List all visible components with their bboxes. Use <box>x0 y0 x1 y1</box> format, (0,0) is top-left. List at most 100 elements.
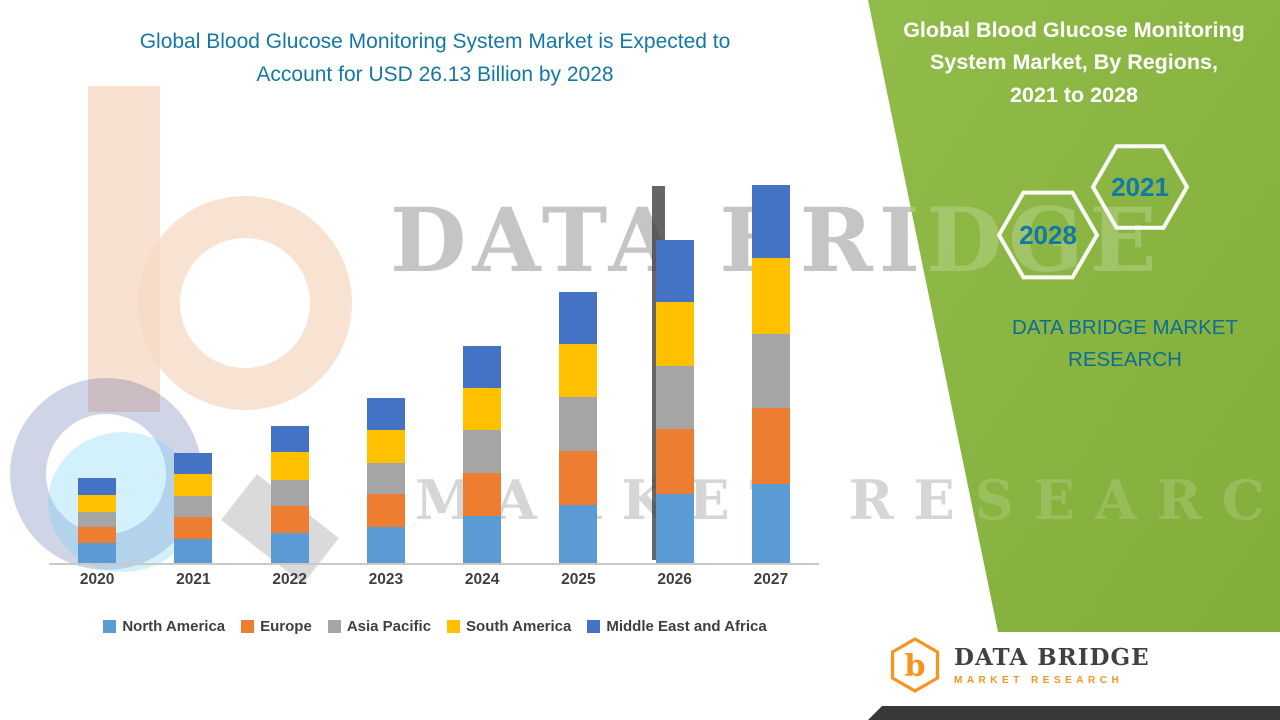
watermark-logo-sky-circle <box>48 432 198 572</box>
legend-swatch <box>103 620 117 633</box>
bar-segment <box>270 505 309 534</box>
legend-item: Middle East and Africa <box>587 618 767 635</box>
bar-segment <box>463 472 502 516</box>
bar-segment <box>751 333 790 409</box>
bar-segment <box>366 429 405 463</box>
bar-stack-2026 <box>655 239 694 563</box>
bar-segment <box>174 474 213 497</box>
bar-segment <box>270 479 309 506</box>
legend-swatch <box>447 620 461 633</box>
data-bridge-logo-icon: b <box>890 637 940 693</box>
bar-segment <box>174 496 213 517</box>
bar-segment <box>559 450 598 505</box>
bar-segment <box>655 429 694 494</box>
x-axis-label: 2024 <box>464 571 500 588</box>
x-axis-label: 2022 <box>272 571 307 588</box>
legend-label: South America <box>466 618 572 635</box>
bar-segment <box>174 516 213 539</box>
bar-stack-2027 <box>751 185 790 563</box>
bar-segment <box>559 397 598 451</box>
x-axis-label: 2027 <box>753 571 789 588</box>
bar-segment <box>270 533 309 563</box>
bar-segment <box>559 291 598 344</box>
legend-label: Europe <box>260 618 312 635</box>
footer-logo-text: DATA BRIDGE MARKET RESEARCH <box>954 644 1150 686</box>
x-axis-label: 2020 <box>79 571 115 588</box>
hexagon-2028-icon <box>996 190 1100 280</box>
bar-column-2021 <box>145 175 241 563</box>
bar-segment <box>463 515 502 563</box>
bar-stack-2023 <box>366 398 405 563</box>
bar-segment <box>174 538 213 563</box>
chart-legend: North America Europe Asia Pacific South Ame… <box>40 618 830 635</box>
right-title-line3: 2021 to 2028 <box>1010 82 1138 107</box>
bar-segment <box>751 185 790 259</box>
bar-segment <box>751 408 790 485</box>
bar-stack-2020 <box>78 478 117 563</box>
logo-letter-b: b <box>905 649 926 684</box>
x-axis-label: 2023 <box>368 571 404 588</box>
right-title-line1: Global Blood Glucose Monitoring <box>903 18 1245 42</box>
bar-column-2020 <box>49 175 145 563</box>
x-axis-labels: 2020 2021 2022 2023 2024 2025 2026 2027 <box>49 571 819 589</box>
hexagon-year-2028: 2028 <box>1019 220 1077 250</box>
legend-label: North America <box>122 618 226 635</box>
bar-segment <box>463 387 502 431</box>
right-panel-title: Global Blood Glucose Monitoring System M… <box>884 14 1264 111</box>
legend-label: Asia Pacific <box>346 618 432 635</box>
bar-segment <box>78 543 117 563</box>
hexagon-2021-icon <box>1090 144 1190 230</box>
bar-segment <box>463 346 502 388</box>
bar-segment <box>270 452 309 480</box>
brand-line2: RESEARCH <box>1068 347 1182 371</box>
bar-column-2026 <box>627 175 723 563</box>
legend-item: North America <box>103 618 225 635</box>
bar-segment <box>78 494 117 513</box>
right-title-line2: System Market, By Regions, <box>930 50 1218 75</box>
bar-segment <box>655 302 694 366</box>
x-axis-label: 2026 <box>657 571 692 588</box>
bar-segment <box>78 526 117 544</box>
bar-segment <box>366 462 405 494</box>
stacked-bar-chart <box>49 175 819 565</box>
page-title-line1: Global Blood Glucose Monitoring System M… <box>139 30 731 53</box>
legend-swatch <box>241 620 255 633</box>
hexagon-year-2021: 2021 <box>1111 172 1169 202</box>
bar-column-2023 <box>338 175 434 563</box>
bar-column-2024 <box>434 175 530 563</box>
bar-segment <box>78 512 117 527</box>
bar-segment <box>751 258 790 334</box>
bar-segment <box>655 239 694 303</box>
bar-stack-2024 <box>463 346 502 563</box>
legend-item: Asia Pacific <box>327 618 432 635</box>
bar-stack-2025 <box>559 291 598 563</box>
bar-segment <box>751 484 790 563</box>
bar-segment <box>655 493 694 563</box>
x-axis-label: 2021 <box>176 571 211 588</box>
bar-column-2027 <box>723 175 819 563</box>
data-bridge-logo: b DATA BRIDGE MARKET RESEARCH <box>886 636 1150 694</box>
footer-logo-name: DATA BRIDGE <box>954 644 1150 671</box>
bar-segment <box>366 398 405 430</box>
bar-column-2022 <box>242 175 338 563</box>
brand-text-on-green: DATA BRIDGE MARKET RESEARCH <box>955 312 1280 376</box>
bar-segment <box>559 343 598 398</box>
legend-item: South America <box>447 618 571 635</box>
page-title-line2: Account for USD 26.13 Billion by 2028 <box>256 62 614 86</box>
brand-line1: DATA BRIDGE MARKET <box>1012 316 1238 339</box>
watermark-logo-b-stem <box>88 86 160 412</box>
bar-segment <box>366 493 405 527</box>
bar-segment <box>463 430 502 473</box>
bar-segment <box>270 425 309 453</box>
page-title: Global Blood Glucose Monitoring System M… <box>60 26 810 91</box>
legend-swatch <box>587 620 601 633</box>
x-axis-label: 2025 <box>561 571 596 588</box>
footer-logo-tagline: MARKET RESEARCH <box>954 675 1124 686</box>
year-hexagon-badges: 2021 2028 <box>996 144 1190 280</box>
bar-segment <box>78 478 117 495</box>
bar-stack-2021 <box>174 453 213 563</box>
bar-segment <box>174 453 213 475</box>
